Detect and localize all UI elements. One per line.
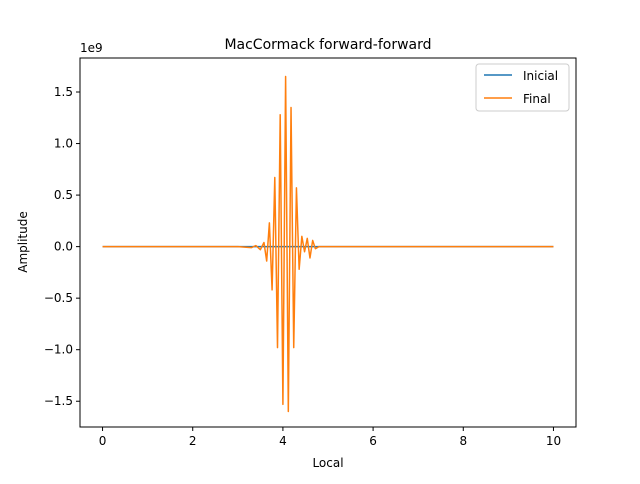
x-tick-label: 4 <box>279 434 287 448</box>
y-tick-label: 0.5 <box>54 188 73 202</box>
x-axis-label: Local <box>312 456 343 470</box>
x-ticks: 0 2 4 6 8 10 <box>99 427 561 448</box>
x-tick-label: 8 <box>459 434 467 448</box>
y-tick-label: −0.5 <box>44 291 73 305</box>
y-offset-label: 1e9 <box>80 41 103 55</box>
plot-area <box>80 58 576 427</box>
y-tick-label: 1.0 <box>54 137 73 151</box>
legend: Inicial Final <box>475 63 570 112</box>
chart-title: MacCormack forward-forward <box>224 37 431 53</box>
series-line-final <box>102 75 554 413</box>
series-layer <box>102 75 554 413</box>
x-tick-label: 2 <box>189 434 197 448</box>
x-tick-label: 6 <box>369 434 377 448</box>
plot-frame <box>79 57 577 428</box>
legend-label-final: Final <box>523 92 551 106</box>
x-tick-label: 10 <box>546 434 561 448</box>
y-tick-label: 0.0 <box>54 240 73 254</box>
y-tick-label: −1.5 <box>44 394 73 408</box>
y-ticks: −1.5 −1.0 −0.5 0.0 0.5 1.0 1.5 <box>44 85 80 408</box>
y-tick-label: 1.5 <box>54 85 73 99</box>
y-tick-label: −1.0 <box>44 343 73 357</box>
x-tick-label: 0 <box>99 434 107 448</box>
y-axis-label: Amplitude <box>16 211 30 273</box>
legend-label-inicial: Inicial <box>523 69 558 83</box>
